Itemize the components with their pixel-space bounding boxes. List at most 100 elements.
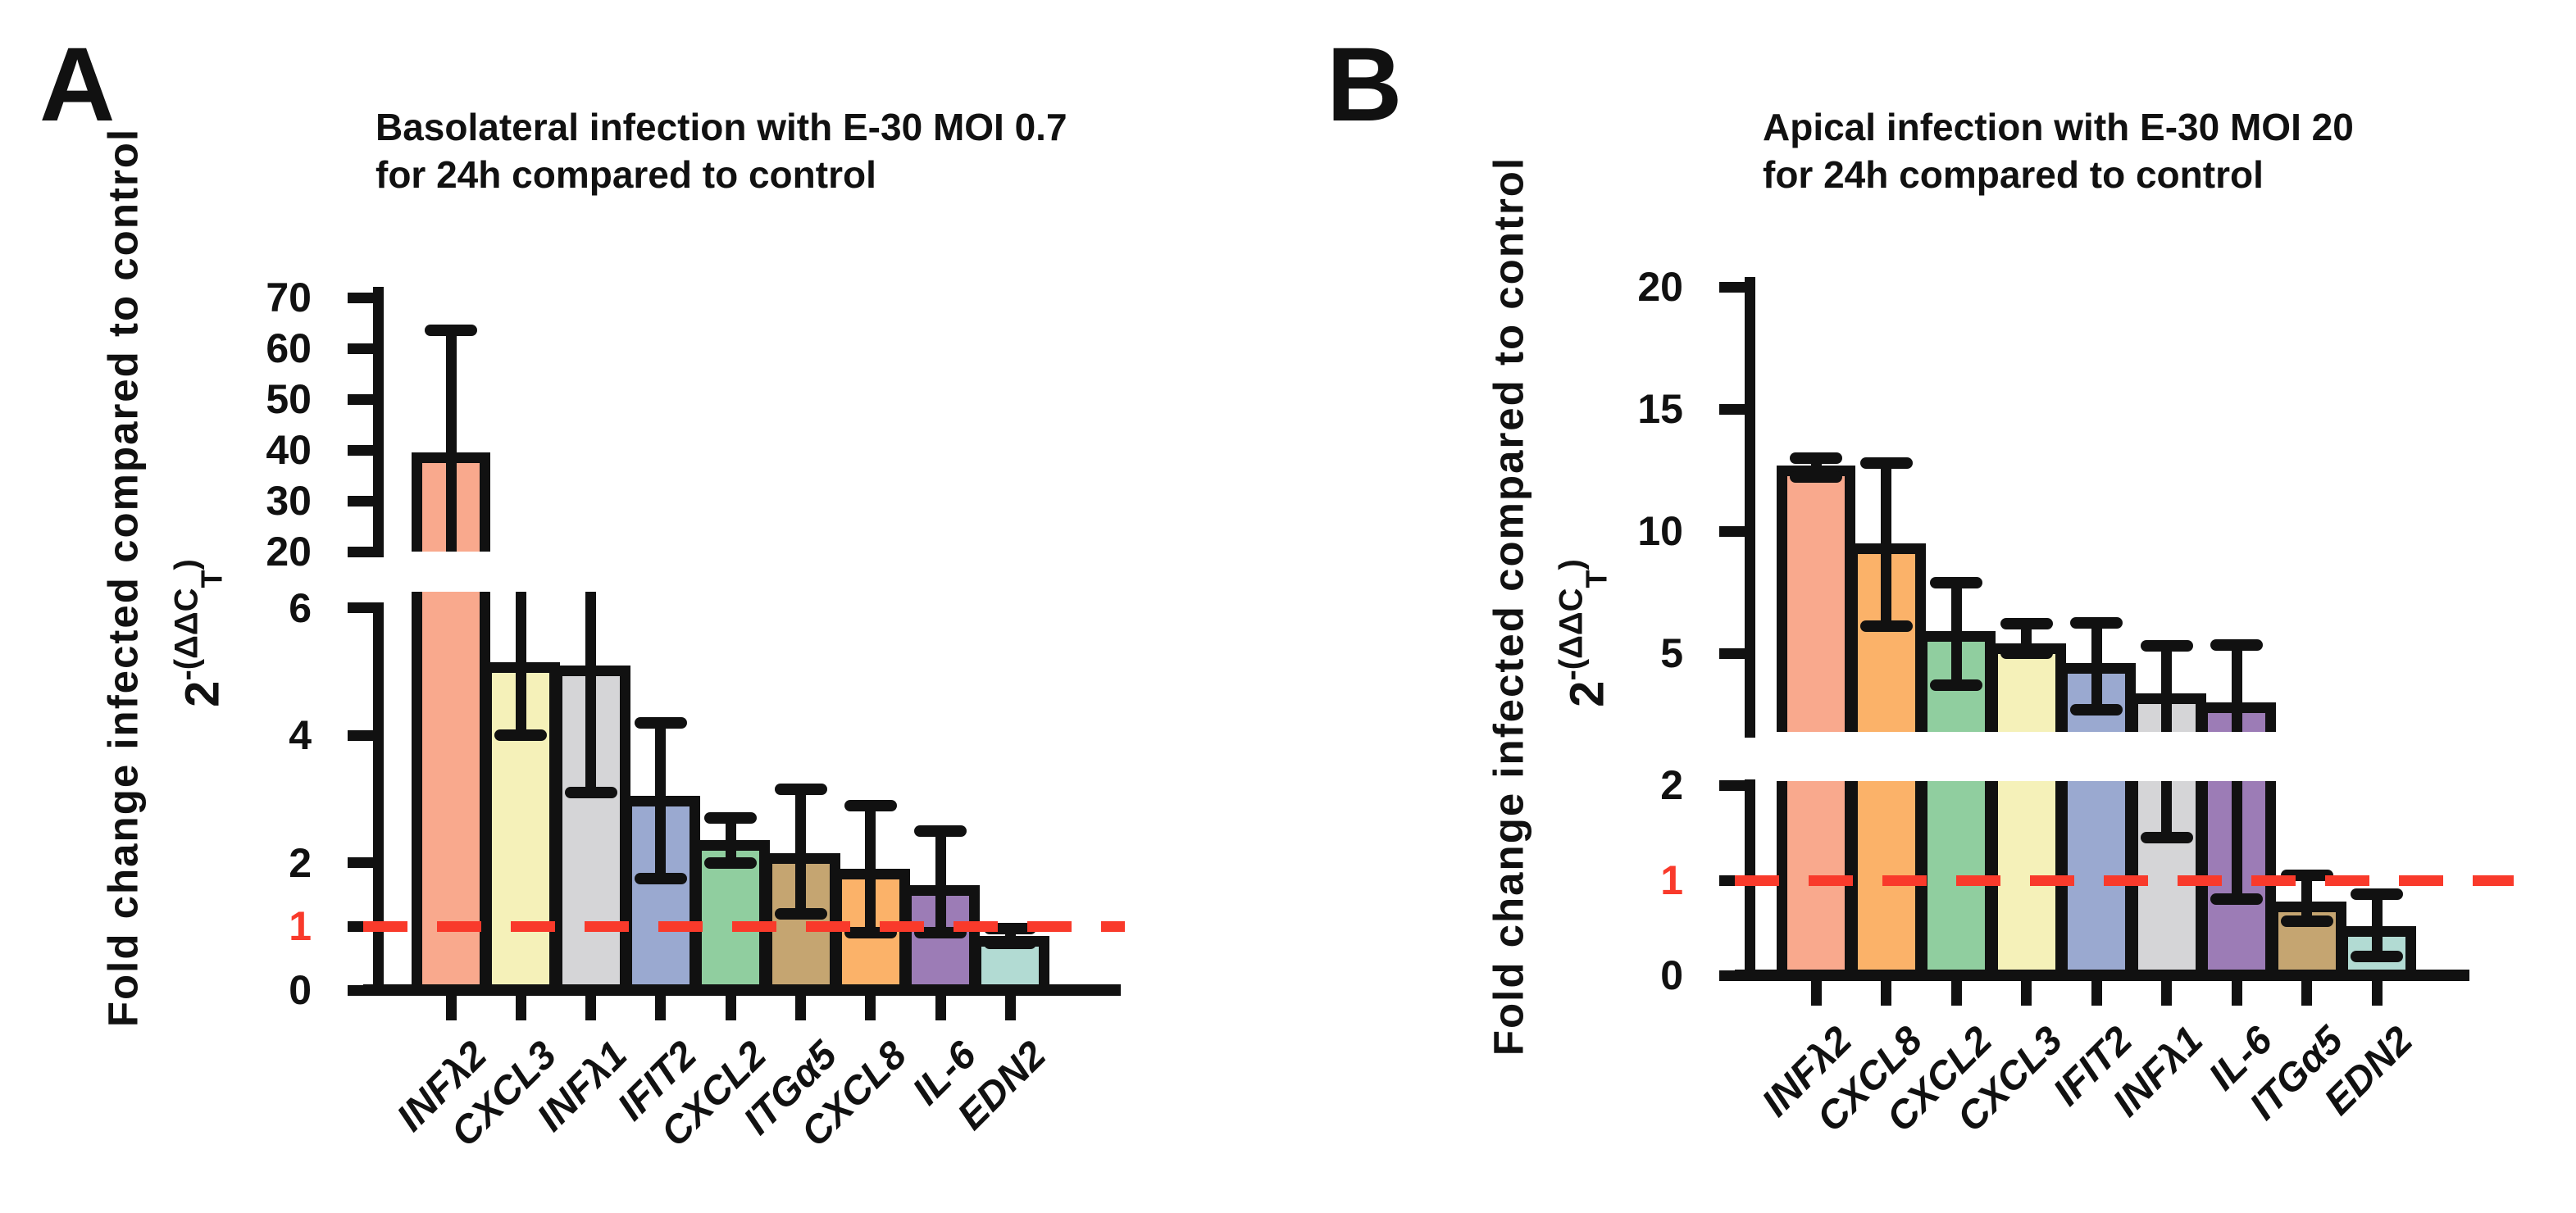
panel-a-letter: A [39,26,116,143]
error-bar-cap-IFIT2 [634,716,687,729]
bar-INFλ2 [1777,465,1855,732]
error-bar-cap-INFλ1 [564,787,617,799]
error-bar-cap-IFIT2 [2070,616,2123,629]
x-tick [1004,996,1016,1020]
x-tick [515,996,526,1020]
error-bar-cap-CXCL2 [1930,679,1982,691]
error-bar-ITGα5 [2301,875,2312,921]
x-tick [725,996,736,1020]
x-tick [795,996,806,1020]
error-bar-cap-CXCL2 [704,812,758,825]
reference-value-label: 1 [1660,857,1683,903]
panel-b-title-line-2: for 24h compared to control [1763,153,2264,196]
y-tick [347,444,379,456]
error-bar-cap-CXCL2 [704,856,758,869]
error-bar-CXCL3 [2021,624,2032,653]
bar-EDN2 [2337,925,2416,975]
y-tick-label: 2 [1660,762,1683,808]
y-tick-label: 0 [1660,952,1683,998]
error-bar-cap-ITGα5 [774,784,827,796]
x-tick [935,996,946,1020]
x-tick [655,996,667,1020]
error-bar-cap-EDN2 [2351,950,2403,962]
error-bar-INFλ1 [2161,781,2172,838]
error-bar-cap-CXCL3 [2000,647,2053,659]
y-tick [347,546,379,557]
y-tick [347,984,379,996]
y-tick [347,393,379,405]
error-bar-IL-6 [935,830,946,934]
y-tick [1718,281,1750,293]
panel-b-title-line-1: Apical infection with E-30 MOI 20 [1763,106,2354,148]
plot-segment-upper [1756,277,2469,732]
error-bar-cap-INFλ2 [1790,452,1842,464]
y-tick-label: 4 [289,712,312,759]
x-tick [1810,981,1822,1006]
y-tick [1718,525,1750,537]
y-tick [1718,970,1750,981]
x-tick [1950,981,1962,1006]
error-bar-cap-IL-6 [914,825,967,837]
y-tick [347,602,379,614]
x-tick [1881,981,1891,1006]
y-tick [347,495,379,507]
error-bar-cap-ITGα5 [2280,915,2333,927]
y-tick-label: 2 [289,839,312,886]
error-bar-cap-CXCL8 [1859,457,1913,469]
error-bar-cap-CXCL3 [2000,618,2053,630]
y-tick-label: 6 [289,584,312,631]
y-tick-label: 40 [266,427,312,473]
error-bar-CXCL3 [515,592,526,736]
y-tick [347,292,379,303]
error-bar-CXCL8 [865,805,876,934]
panel-a-title-line-1: Basolateral infection with E-30 MOI 0.7 [375,106,1067,148]
error-bar-cap-ITGα5 [774,907,827,920]
y-tick [1718,779,1750,791]
x-axis-line [363,984,1121,996]
error-bar-cap-IFIT2 [2070,703,2123,716]
reference-line [363,920,1125,932]
y-axis-line-upper [1744,277,1755,738]
y-tick-label: 50 [266,376,312,422]
x-tick [2301,981,2312,1006]
y-axis-line-upper [372,287,384,557]
error-bar-cap-CXCL2 [1930,576,1982,588]
x-tick [2091,981,2102,1006]
error-bar-IFIT2 [655,722,667,879]
panel-a-title-line-2: for 24h compared to control [375,153,876,196]
x-tick [865,996,876,1020]
error-bar-INFλ2 [445,330,457,552]
error-bar-CXCL2 [1950,582,1962,685]
y-tick-label: 60 [266,325,312,371]
error-bar-ITGα5 [795,789,806,914]
x-tick [2021,981,2032,1006]
error-bar-cap-EDN2 [984,938,1037,950]
x-tick [2161,981,2172,1006]
plot-segment-upper [385,288,1121,552]
error-bar-CXCL2 [725,818,736,863]
y-tick-label: 15 [1637,386,1683,432]
x-tick [585,996,597,1020]
y-tick [347,729,379,741]
y-tick-label: 30 [266,478,312,524]
error-bar-cap-EDN2 [2351,888,2403,901]
y-tick [1718,403,1750,415]
bar-ITGα5 [2267,901,2346,975]
error-bar-cap-IFIT2 [634,873,687,885]
error-bar-cap-INFλ2 [425,325,477,337]
error-bar-cap-IL-6 [2210,638,2263,651]
y-tick-label: 70 [266,275,312,320]
y-tick-label: 20 [266,529,312,575]
error-bar-cap-INFλ2 [1790,471,1842,484]
error-bar-cap-INFλ1 [2140,640,2193,652]
error-bar-INFλ1 [2161,646,2172,732]
error-bar-cap-CXCL8 [1859,620,1913,633]
y-tick-label: 0 [289,967,312,1013]
error-bar-INFλ1 [585,592,597,793]
y-tick [347,857,379,869]
y-tick [347,343,379,354]
